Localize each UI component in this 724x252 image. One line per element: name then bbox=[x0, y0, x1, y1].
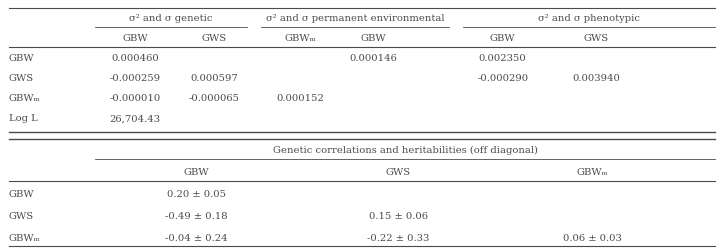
Text: GBWₘ: GBWₘ bbox=[9, 94, 41, 103]
Text: GBW: GBW bbox=[490, 34, 515, 43]
Text: GBWₘ: GBWₘ bbox=[285, 34, 316, 43]
Text: GBW: GBW bbox=[9, 54, 34, 63]
Text: Genetic correlations and heritabilities (off diagonal): Genetic correlations and heritabilities … bbox=[273, 145, 538, 154]
Text: 0.000146: 0.000146 bbox=[349, 54, 397, 63]
Text: GBWₘ: GBWₘ bbox=[577, 167, 609, 176]
Text: 0.000597: 0.000597 bbox=[190, 74, 238, 83]
Text: 0.000460: 0.000460 bbox=[111, 54, 159, 63]
Text: GBW: GBW bbox=[183, 167, 209, 176]
Text: GWS: GWS bbox=[9, 74, 34, 83]
Text: GWS: GWS bbox=[584, 34, 609, 43]
Text: -0.000010: -0.000010 bbox=[109, 94, 161, 103]
Text: GWS: GWS bbox=[9, 211, 34, 220]
Text: -0.22 ± 0.33: -0.22 ± 0.33 bbox=[367, 233, 429, 242]
Text: Log L: Log L bbox=[9, 114, 38, 123]
Text: GBWₘ: GBWₘ bbox=[9, 233, 41, 242]
Text: GWS: GWS bbox=[385, 167, 411, 176]
Text: -0.49 ± 0.18: -0.49 ± 0.18 bbox=[165, 211, 227, 220]
Text: GWS: GWS bbox=[201, 34, 227, 43]
Text: GBW: GBW bbox=[9, 189, 34, 198]
Text: σ² and σ permanent environmental: σ² and σ permanent environmental bbox=[266, 14, 444, 23]
Text: 0.15 ± 0.06: 0.15 ± 0.06 bbox=[369, 211, 428, 220]
Text: -0.000290: -0.000290 bbox=[477, 74, 529, 83]
Text: -0.04 ± 0.24: -0.04 ± 0.24 bbox=[165, 233, 227, 242]
Text: 0.002350: 0.002350 bbox=[479, 54, 526, 63]
Text: 26,704.43: 26,704.43 bbox=[109, 114, 161, 123]
Text: GBW: GBW bbox=[122, 34, 148, 43]
Text: σ² and σ phenotypic: σ² and σ phenotypic bbox=[538, 14, 640, 23]
Text: σ² and σ genetic: σ² and σ genetic bbox=[129, 14, 213, 23]
Text: GBW: GBW bbox=[360, 34, 386, 43]
Text: 0.003940: 0.003940 bbox=[573, 74, 620, 83]
Text: 0.06 ± 0.03: 0.06 ± 0.03 bbox=[563, 233, 622, 242]
Text: -0.000065: -0.000065 bbox=[189, 94, 240, 103]
Text: -0.000259: -0.000259 bbox=[109, 74, 161, 83]
Text: 0.000152: 0.000152 bbox=[277, 94, 324, 103]
Text: 0.20 ± 0.05: 0.20 ± 0.05 bbox=[167, 189, 226, 198]
